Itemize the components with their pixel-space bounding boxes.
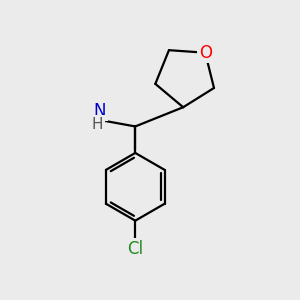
Text: Cl: Cl: [127, 240, 143, 258]
Text: N: N: [94, 102, 106, 120]
Text: O: O: [199, 44, 212, 62]
Text: H: H: [92, 117, 103, 132]
